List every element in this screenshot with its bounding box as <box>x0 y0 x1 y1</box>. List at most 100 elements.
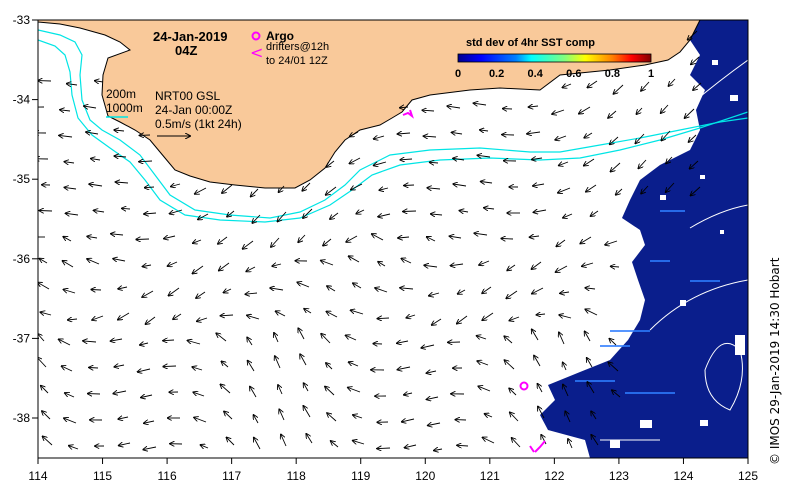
current-arrow <box>67 84 78 85</box>
current-arrow <box>563 84 572 88</box>
current-arrow <box>198 213 209 220</box>
current-arrow <box>298 234 306 242</box>
y-axis: -33 -34 -35 -36 -37 -38 <box>13 13 38 425</box>
current-arrow <box>447 106 461 108</box>
current-arrow <box>661 130 671 141</box>
current-arrow <box>111 234 124 235</box>
current-arrow <box>552 109 565 114</box>
current-arrow <box>353 283 362 289</box>
current-arrow <box>224 411 233 420</box>
current-arrow <box>119 443 131 446</box>
current-arrow <box>611 162 621 172</box>
current-arrow <box>227 210 235 217</box>
current-arrow <box>532 261 542 269</box>
current-arrow <box>611 266 620 267</box>
current-arrow <box>555 135 567 140</box>
current-arrow <box>40 259 48 264</box>
current-arrow <box>251 188 259 197</box>
current-arrow <box>457 445 469 446</box>
x-tick-label: 118 <box>287 469 306 483</box>
colorbar-title: std dev of 4hr SST comp <box>466 37 595 49</box>
current-arrow <box>482 312 494 320</box>
current-arrow <box>400 107 409 108</box>
current-arrow <box>693 82 702 90</box>
current-arrow <box>430 162 439 163</box>
current-arrow <box>91 159 101 160</box>
current-arrow <box>558 187 571 193</box>
current-arrow <box>95 81 104 82</box>
current-arrow <box>529 106 539 107</box>
current-arrow <box>585 288 596 289</box>
current-arrow <box>254 438 261 450</box>
current-arrow <box>346 235 358 242</box>
current-arrow <box>480 130 489 131</box>
current-arrow <box>429 293 440 296</box>
current-arrow <box>63 237 72 242</box>
current-arrow <box>298 328 305 340</box>
current-arrow <box>638 159 647 168</box>
current-arrow <box>353 415 363 418</box>
current-arrow <box>247 338 253 346</box>
current-arrow <box>614 84 624 94</box>
current-arrow <box>432 318 442 325</box>
current-arrow <box>453 158 465 160</box>
current-arrow <box>378 318 390 319</box>
current-arrow <box>506 290 518 298</box>
x-tick-label: 121 <box>480 469 500 483</box>
current-arrow <box>197 318 208 321</box>
current-arrow <box>303 406 311 418</box>
x-tick-label: 120 <box>415 469 435 483</box>
current-arrow <box>38 334 45 342</box>
current-arrow <box>348 388 361 393</box>
current-arrow <box>533 184 545 186</box>
current-arrow <box>404 185 415 186</box>
current-arrow <box>375 288 388 293</box>
current-arrow <box>196 291 206 298</box>
current-arrow <box>609 339 617 346</box>
current-arrow <box>306 434 313 444</box>
current-arrow <box>194 418 207 423</box>
current-arrow <box>501 239 514 240</box>
current-arrow <box>303 208 313 218</box>
current-arrow <box>94 210 105 212</box>
current-arrow <box>584 132 593 138</box>
argo-legend-icon <box>251 31 261 41</box>
current-arrow <box>690 160 699 169</box>
current-arrow <box>636 107 643 114</box>
current-arrow <box>193 392 205 397</box>
current-arrow <box>246 266 256 271</box>
current-arrow <box>89 184 103 186</box>
drifter-legend-icon: < <box>250 43 263 62</box>
current-arrow <box>451 264 464 266</box>
current-arrow <box>321 334 331 344</box>
x-tick-label: 115 <box>93 469 112 483</box>
current-arrow <box>534 210 547 212</box>
colorbar-tick-label: 0.6 <box>566 68 581 80</box>
current-arrow <box>428 423 441 426</box>
current-arrow <box>641 81 650 91</box>
current-arrow <box>587 358 593 368</box>
current-arrow <box>326 363 333 370</box>
model-time: 24-Jan 00:00Z <box>155 103 232 117</box>
current-arrow <box>422 110 435 111</box>
colorbar-tick-label: 0 <box>455 68 461 80</box>
current-arrow <box>685 108 695 118</box>
current-arrow <box>300 354 307 366</box>
current-arrow <box>171 184 181 187</box>
scale-label: 0.5m/s (1kt 24h) <box>155 117 242 131</box>
current-arrow <box>113 259 126 261</box>
y-tick-label: -36 <box>13 252 31 266</box>
current-arrow <box>587 80 598 88</box>
x-tick-label: 117 <box>222 469 241 483</box>
current-arrow <box>479 260 490 265</box>
current-arrow <box>275 356 281 369</box>
current-arrow <box>83 341 97 342</box>
current-arrow <box>89 368 99 369</box>
current-arrow <box>532 287 544 294</box>
current-arrow <box>427 371 437 373</box>
x-tick-label: 119 <box>351 469 370 483</box>
current-arrow <box>541 435 547 445</box>
current-arrow <box>92 315 104 320</box>
current-arrow <box>608 362 619 372</box>
date-title: 24-Jan-2019 <box>153 29 227 44</box>
